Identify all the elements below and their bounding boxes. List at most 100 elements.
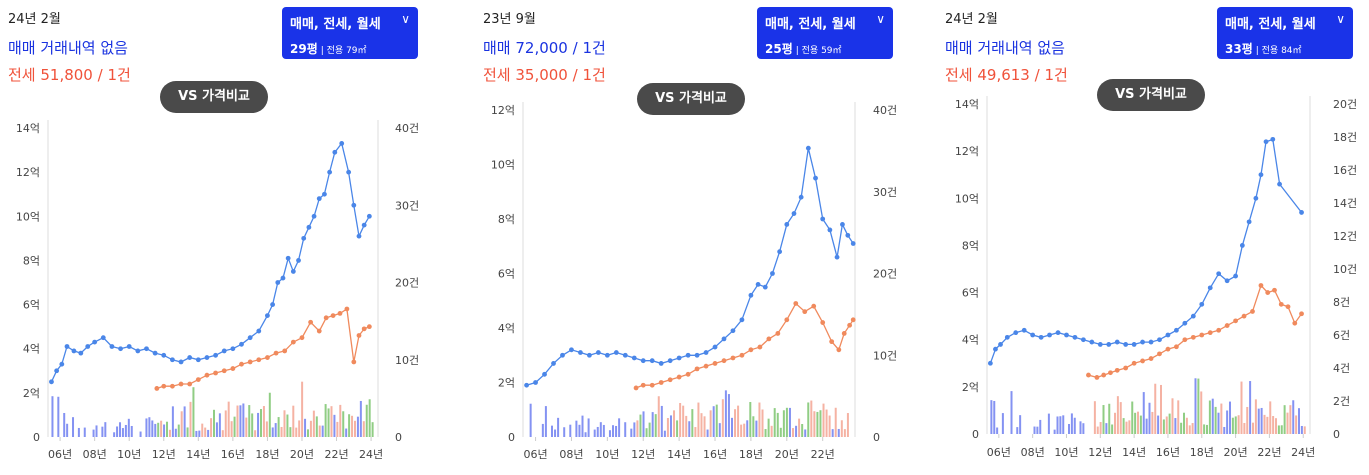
volume-bar (262, 406, 265, 437)
sale-point (1089, 339, 1095, 345)
volume-bar (721, 399, 724, 437)
volume-bar (157, 422, 160, 437)
volume-bar (1099, 422, 1102, 434)
sale-point (1182, 320, 1188, 326)
sale-point (1299, 210, 1304, 215)
sale-point (327, 169, 333, 175)
volume-bar (371, 422, 374, 437)
volume-bar (1194, 378, 1197, 434)
volume-bar (1280, 425, 1283, 434)
sale-point (685, 352, 691, 358)
y-tick-label: 10억 (955, 192, 979, 205)
sale-point (1047, 332, 1052, 338)
volume-bar (166, 421, 169, 437)
jeonse-point (633, 385, 639, 391)
price-chart-3: 0 2억 4억 6억 8억 10억 12억 14억 0 2건 4건 6건 8건 10건 12건 14건 16건 1… (955, 96, 1357, 459)
vs-compare-button[interactable]: VS 가격비교 (160, 81, 268, 113)
x-tick-label: 14년 (667, 448, 691, 461)
volume-bar (776, 412, 779, 437)
volume-bar (333, 414, 336, 437)
volume-bar (599, 422, 602, 437)
volume-bar (663, 430, 666, 437)
y-tick-label: 14억 (955, 98, 979, 111)
jeonse-point (667, 377, 673, 383)
sale-point (59, 361, 65, 367)
volume-bar (257, 412, 260, 437)
jeonse-point (1216, 327, 1222, 333)
sale-point (1038, 334, 1044, 340)
y-tick-label: 0 (972, 428, 979, 441)
jeonse-point (187, 381, 193, 387)
jeonse-point (161, 383, 167, 389)
x-tick-label: 24년 (1291, 446, 1315, 459)
trade-type-selector[interactable]: 매매, 전세, 월세 ∨ 33평 | 전용 84㎡ (1217, 7, 1353, 59)
trade-type-selector[interactable]: 매매, 전세, 월세 ∨ 29평 | 전용 79㎡ (282, 7, 418, 59)
y2-tick-label: 20건 (873, 268, 897, 281)
sale-point (322, 191, 327, 197)
jeonse-point (649, 382, 655, 388)
volume-bar (1134, 412, 1137, 434)
volume-bar (1171, 398, 1174, 434)
jeonse-point (757, 344, 763, 350)
jeonse-point (1285, 304, 1291, 310)
volume-bar (1260, 407, 1263, 434)
y2-tick-label: 20건 (1333, 98, 1357, 111)
volume-bar (171, 406, 174, 437)
trade-type-selector[interactable]: 매매, 전세, 월세 ∨ 25평 | 전용 59㎡ (757, 7, 893, 59)
volume-bar (825, 409, 828, 437)
volume-bar (666, 418, 669, 437)
sale-point (845, 232, 851, 238)
sale-point (1114, 339, 1120, 345)
sale-point (658, 361, 664, 366)
sale-point (631, 355, 637, 361)
sale-point (587, 352, 592, 358)
volume-bar (645, 428, 648, 437)
sale-point (71, 348, 77, 354)
jeonse-point (712, 361, 718, 366)
volume-bar (183, 406, 186, 437)
sale-point (805, 145, 811, 151)
x-tick-label: 22년 (811, 448, 835, 461)
volume-bar (1266, 416, 1269, 434)
sale-point (1233, 273, 1238, 279)
sale-point (339, 141, 345, 146)
volume-bar (746, 420, 749, 437)
volume-bar (764, 429, 767, 437)
y2-tick-label: 30건 (873, 186, 897, 199)
jeonse-point (282, 348, 288, 354)
volume-bar (1200, 391, 1203, 434)
sale-point (1064, 332, 1069, 338)
jeonse-point (247, 359, 253, 365)
volume-bar (569, 424, 572, 437)
volume-bar (798, 418, 801, 437)
x-tick-label: 24년 (359, 448, 383, 461)
jeonse-point (1157, 351, 1162, 357)
volume-bar (101, 426, 104, 437)
jeonse-point (1101, 372, 1107, 378)
volume-bar (1286, 412, 1289, 434)
volume-bar (339, 404, 342, 437)
volume-bar (1073, 417, 1076, 434)
volume-bar (846, 413, 849, 437)
volume-bar (66, 423, 69, 437)
volume-bar (804, 429, 807, 437)
volume-bar (1289, 405, 1292, 434)
volume-bar (351, 415, 354, 437)
volume-bar (195, 430, 198, 437)
jeonse-point (1174, 344, 1179, 350)
volume-bar (554, 429, 557, 437)
volume-bar (1151, 411, 1154, 434)
volume-bar (1128, 420, 1131, 434)
volume-bar (669, 415, 672, 437)
volume-bar (676, 420, 679, 437)
vs-compare-button[interactable]: VS 가격비교 (1097, 79, 1205, 111)
sale-point (993, 346, 998, 352)
y2-tick-label: 8건 (1333, 296, 1350, 309)
vs-compare-button[interactable]: VS 가격비교 (637, 83, 745, 115)
jeonse-point (1108, 370, 1113, 376)
sale-point (1239, 243, 1245, 248)
volume-bar (230, 421, 233, 437)
volume-bar (596, 426, 599, 437)
volume-bar (227, 401, 230, 437)
volume-bar (1059, 416, 1062, 434)
